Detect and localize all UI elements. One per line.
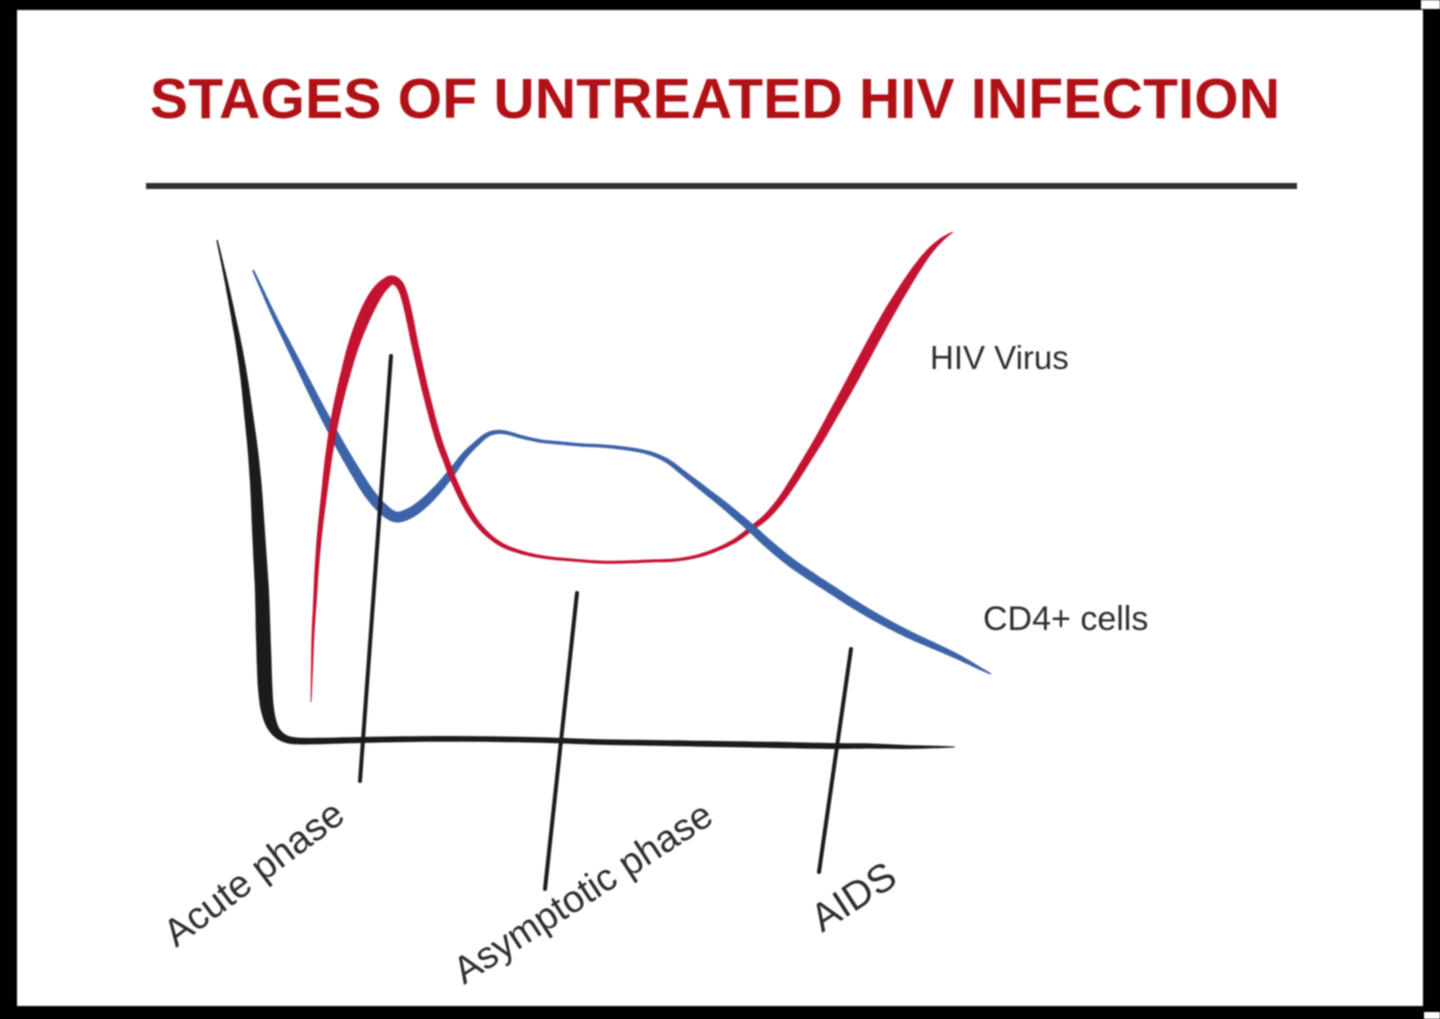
svg-text:STAGES OF UNTREATED HIV INFECT: STAGES OF UNTREATED HIV INFECTION <box>150 67 1280 131</box>
svg-text:CD4+ cells: CD4+ cells <box>983 600 1148 638</box>
svg-text:HIV Virus: HIV Virus <box>930 339 1069 376</box>
